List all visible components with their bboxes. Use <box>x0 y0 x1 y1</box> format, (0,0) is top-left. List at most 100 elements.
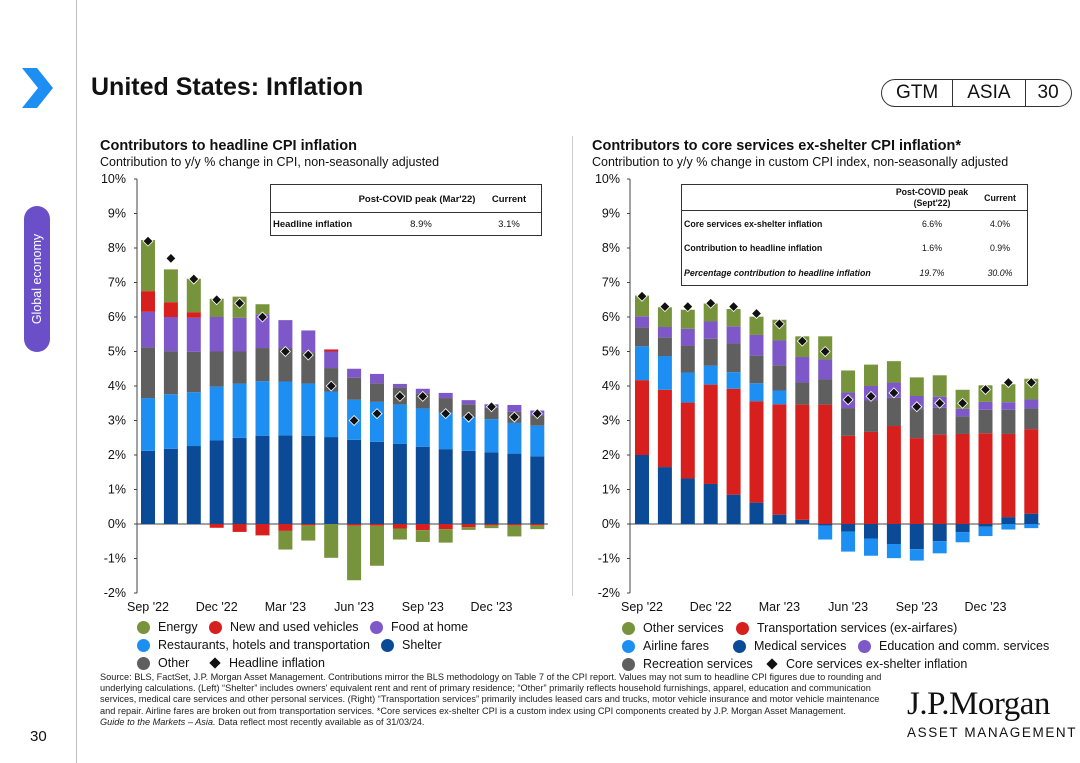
bar-segment <box>886 426 901 524</box>
sidebar-divider <box>76 0 77 763</box>
bar-segment <box>772 404 787 515</box>
bar-segment <box>726 343 741 373</box>
right-chart-title: Contributors to core services ex-shelter… <box>592 138 962 154</box>
chevron-right-icon <box>22 68 53 108</box>
page-badge: GTM ASIA 30 <box>881 79 1072 107</box>
y-tick-label: 9% <box>602 207 620 221</box>
legend-item-shelter[interactable]: Shelter <box>381 638 442 652</box>
bar-segment <box>141 240 155 292</box>
y-tick-label: 6% <box>602 310 620 324</box>
legend-item-energy[interactable]: Energy <box>137 620 198 634</box>
legend-item-food[interactable]: Food at home <box>370 620 468 634</box>
legend-label: Core services ex-shelter inflation <box>786 657 968 671</box>
bar-segment <box>886 397 901 427</box>
bar-segment <box>1001 433 1016 518</box>
bar-segment <box>301 525 316 541</box>
bar-segment <box>530 456 545 524</box>
legend-item-restaurants[interactable]: Restaurants, hotels and transportation <box>137 638 370 652</box>
bar-segment <box>909 377 924 397</box>
bar-segment <box>726 494 741 524</box>
bar-segment <box>370 524 384 526</box>
bar-segment <box>657 337 672 356</box>
headline-marker <box>1025 377 1037 389</box>
bar-segment <box>932 407 947 435</box>
legend-dot-icon <box>858 639 871 653</box>
bar-segment <box>301 435 316 524</box>
headline-marker <box>1002 377 1014 389</box>
bar-segment <box>886 544 901 559</box>
bar-segment <box>749 355 764 384</box>
bar-segment <box>186 392 201 447</box>
guide-title: Guide to the Markets – Asia. <box>100 716 216 727</box>
y-tick-label: 6% <box>108 310 126 324</box>
bar-segment <box>886 524 901 545</box>
bar-segment <box>438 412 453 450</box>
legend-item-headline[interactable]: Headline inflation <box>209 656 325 670</box>
bar-segment <box>795 382 810 405</box>
bar-segment <box>163 317 178 352</box>
legend-item-other-services[interactable]: Other services <box>622 621 724 635</box>
x-tick-label: Sep '22 <box>621 600 663 614</box>
legend-item-vehicles[interactable]: New and used vehicles <box>209 620 359 634</box>
bar-segment <box>461 450 476 524</box>
bar-segment <box>818 525 833 540</box>
right-legend: Other services Transportation services (… <box>622 621 1067 673</box>
y-tick-label: 9% <box>108 207 126 221</box>
x-tick-label: Mar '23 <box>265 600 306 614</box>
left-chart-title: Contributors to headline CPI inflation <box>100 138 357 154</box>
headline-marker <box>911 401 923 413</box>
bar-segment <box>726 309 741 327</box>
legend-item-education[interactable]: Education and comm. services <box>858 639 1049 653</box>
bar-segment <box>657 355 672 390</box>
bar-segment <box>1001 524 1016 530</box>
legend-item-medical[interactable]: Medical services <box>733 639 846 653</box>
legend-item-airline[interactable]: Airline fares <box>622 639 709 653</box>
headline-marker <box>417 390 429 402</box>
bar-segment <box>680 402 695 479</box>
legend-label: Headline inflation <box>229 656 325 670</box>
bar-segment <box>978 524 993 527</box>
legend-item-transportation[interactable]: Transportation services (ex-airfares) <box>736 621 957 635</box>
bar-segment <box>370 373 384 384</box>
legend-item-core-inflation[interactable]: Core services ex-shelter inflation <box>766 657 967 671</box>
bar-segment <box>932 541 947 554</box>
bar-segment <box>392 443 407 524</box>
bar-segment <box>301 383 316 436</box>
x-tick-label: Sep '22 <box>127 600 169 614</box>
legend-dot-icon <box>370 620 383 634</box>
bar-segment <box>438 392 453 399</box>
bar-segment <box>255 304 270 315</box>
bar-segment <box>232 383 247 438</box>
bar-segment <box>749 502 764 524</box>
bar-segment <box>324 351 339 369</box>
bar-segment <box>909 524 924 550</box>
bar-segment <box>507 524 522 526</box>
bar-segment <box>703 303 718 322</box>
legend-item-other[interactable]: Other <box>137 656 189 670</box>
headline-marker <box>234 297 246 309</box>
bar-segment <box>484 524 499 526</box>
bar-segment <box>886 361 901 383</box>
legend-label: Restaurants, hotels and transportation <box>158 638 370 652</box>
brand-name: J.P.Morgan <box>907 686 1050 722</box>
bar-segment <box>864 364 878 386</box>
y-tick-label: -2% <box>104 586 126 600</box>
bar-segment <box>392 528 407 540</box>
legend-item-recreation[interactable]: Recreation services <box>622 657 753 671</box>
bar-segment <box>657 467 672 524</box>
headline-marker <box>508 411 520 423</box>
bar-segment <box>392 383 407 388</box>
bar-segment <box>392 404 407 444</box>
bar-segment <box>209 298 224 317</box>
chart-divider <box>572 136 573 596</box>
section-tab[interactable]: Global economy <box>24 206 50 352</box>
legend-dot-icon <box>381 638 394 652</box>
bar-segment <box>347 524 362 526</box>
source-text: Source: BLS, FactSet, J.P. Morgan Asset … <box>100 672 882 716</box>
table-cell-peak: 19.7% <box>919 268 945 278</box>
y-tick-label: 3% <box>108 414 126 428</box>
legend-label: Recreation services <box>643 657 753 671</box>
bar-segment <box>370 441 384 524</box>
bar-segment <box>1024 513 1039 524</box>
